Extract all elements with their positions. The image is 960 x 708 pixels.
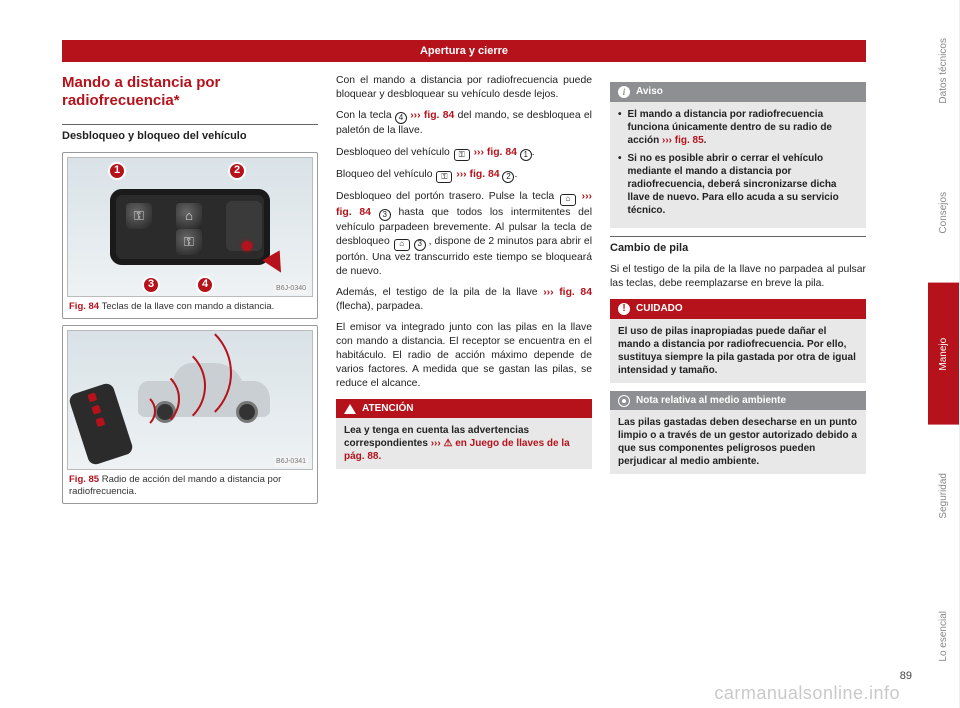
para-bloqueo: Bloqueo del vehículo ⚿ fig. 84 2. <box>336 168 592 183</box>
callout-inline-2: 2 <box>502 171 514 183</box>
nota-head: Nota relativa al medio ambiente <box>610 391 866 411</box>
figure-84: ⚿ ⌂ ⚿ 1 2 3 4 B6J-03 <box>62 152 318 319</box>
notice-aviso: i Aviso El mando a distancia por radiofr… <box>610 82 866 228</box>
tab-datos-tecnicos[interactable]: Datos técnicos <box>928 0 960 142</box>
warning-head: ATENCIÓN <box>336 399 592 419</box>
callout-2: 2 <box>228 162 246 180</box>
trunk-key-icon: ⌂ <box>560 194 576 206</box>
aviso-title: Aviso <box>636 85 663 99</box>
p6b: (flecha), parpadea. <box>336 301 423 312</box>
cuidado-title: CUIDADO <box>636 302 683 316</box>
page-title: Mando a distancia por radiofrecuencia* <box>62 74 318 110</box>
figure-85-image: B6J-0341 <box>67 330 313 470</box>
warning-body: Lea y tenga en cuenta las advertencias c… <box>336 418 592 469</box>
env-note: Nota relativa al medio ambiente Las pila… <box>610 391 866 475</box>
warning-title: ATENCIÓN <box>362 402 413 416</box>
watermark: carmanualsonline.info <box>714 683 900 704</box>
figure-85-caption: Fig. 85 Radio de acción del mando a dist… <box>67 470 313 500</box>
unlock-icon: ⚿ <box>126 203 152 229</box>
figure-85: B6J-0341 Fig. 85 Radio de acción del man… <box>62 325 318 505</box>
tab-lo-esencial[interactable]: Lo esencial <box>928 566 960 708</box>
para-intro: Con el mando a distancia por radiofrecue… <box>336 74 592 102</box>
manual-page: Apertura y cierre Datos técnicos Consejo… <box>0 0 960 708</box>
warning-triangle-icon <box>344 404 356 414</box>
para-porton: Desbloqueo del portón trasero. Pulse la … <box>336 190 592 278</box>
radio-waves <box>120 359 230 429</box>
ref-fig84-c[interactable]: fig. 84 <box>456 169 499 180</box>
exclamation-icon: ! <box>618 303 630 315</box>
subheading-cambio-pila: Cambio de pila <box>610 236 866 256</box>
column-2: Con el mando a distancia por radiofrecue… <box>336 74 592 654</box>
nota-title: Nota relativa al medio ambiente <box>636 394 786 408</box>
callout-inline-3a: 3 <box>379 209 391 221</box>
figure-84-caption: Fig. 84 Teclas de la llave con mando a d… <box>67 297 313 314</box>
ref-fig84-e[interactable]: fig. 84 <box>543 287 592 298</box>
callout-3: 3 <box>142 276 160 294</box>
para-emisor: El emisor va integrado junto con las pil… <box>336 321 592 391</box>
trunk-icon: ⌂ <box>176 203 202 229</box>
tab-seguridad[interactable]: Seguridad <box>928 425 960 567</box>
unlock-key-icon: ⚿ <box>454 149 470 161</box>
column-3: i Aviso El mando a distancia por radiofr… <box>610 74 866 654</box>
aviso-b1: El mando a distancia por radiofrecuencia… <box>628 109 832 146</box>
section-header: Apertura y cierre <box>62 40 866 62</box>
title-line2: radiofrecuencia* <box>62 92 180 109</box>
p2a: Con la tecla <box>336 110 395 121</box>
callout-inline-3b: 3 <box>414 239 426 251</box>
warning-atencion: ATENCIÓN Lea y tenga en cuenta las adver… <box>336 399 592 470</box>
p3a: Desbloqueo del vehículo <box>336 147 453 158</box>
para-testigo: Además, el testigo de la pila de la llav… <box>336 286 592 314</box>
p5: Desbloqueo del portón trasero. Pulse la … <box>336 191 559 202</box>
callout-inline-1: 1 <box>520 149 532 161</box>
aviso-body: El mando a distancia por radiofrecuencia… <box>610 102 866 228</box>
p4a: Bloqueo del vehículo <box>336 169 435 180</box>
page-number: 89 <box>900 670 912 682</box>
aviso-ref-fig85[interactable]: fig. 85 <box>675 135 704 146</box>
caution-cuidado: ! CUIDADO El uso de pilas inapropiadas p… <box>610 299 866 383</box>
trunk-key-icon-2: ⌂ <box>394 239 410 251</box>
tab-manejo[interactable]: Manejo <box>928 283 960 425</box>
led-indicator <box>242 241 252 251</box>
para-tecla4: Con la tecla 4 fig. 84 del mando, se des… <box>336 109 592 138</box>
tab-consejos[interactable]: Consejos <box>928 142 960 284</box>
image-tag-85: B6J-0341 <box>274 457 308 466</box>
callout-inline-4: 4 <box>395 112 407 124</box>
image-tag-84: B6J-0340 <box>274 284 308 293</box>
cuidado-head: ! CUIDADO <box>610 299 866 319</box>
aviso-b2: Si no es posible abrir o cerrar el vehíc… <box>628 152 858 217</box>
fig85-caption-text: Radio de acción del mando a distancia po… <box>69 474 281 498</box>
environment-icon <box>618 395 630 407</box>
column-1: Mando a distancia por radiofrecuencia* D… <box>62 74 318 654</box>
ref-fig84-a[interactable]: fig. 84 <box>410 110 454 121</box>
side-tabs: Datos técnicos Consejos Manejo Seguridad… <box>928 0 960 708</box>
p6a: Además, el testigo de la pila de la llav… <box>336 287 543 298</box>
nota-body: Las pilas gastadas deben desecharse en u… <box>610 410 866 474</box>
para-desbloqueo: Desbloqueo del vehículo ⚿ fig. 84 1. <box>336 146 592 161</box>
fig84-caption-text: Teclas de la llave con mando a distancia… <box>102 301 275 312</box>
callout-4: 4 <box>196 276 214 294</box>
title-line1: Mando a distancia por <box>62 74 220 91</box>
subheading-desbloqueo: Desbloqueo y bloqueo del vehículo <box>62 124 318 144</box>
info-icon: i <box>618 86 630 98</box>
figure-84-image: ⚿ ⌂ ⚿ 1 2 3 4 B6J-03 <box>67 157 313 297</box>
lock-icon: ⚿ <box>176 229 202 255</box>
para-cambio-pila: Si el testigo de la pila de la llave no … <box>610 263 866 291</box>
ref-fig84-b[interactable]: fig. 84 <box>474 147 517 158</box>
fig85-label: Fig. 85 <box>69 474 99 485</box>
fig84-label: Fig. 84 <box>69 301 99 312</box>
cuidado-body: El uso de pilas inapropiadas puede dañar… <box>610 319 866 383</box>
callout-1: 1 <box>108 162 126 180</box>
aviso-head: i Aviso <box>610 82 866 102</box>
content-columns: Mando a distancia por radiofrecuencia* D… <box>62 74 866 654</box>
lock-key-icon: ⚿ <box>436 171 452 183</box>
keyfob-illustration: ⚿ ⌂ ⚿ <box>110 189 270 265</box>
